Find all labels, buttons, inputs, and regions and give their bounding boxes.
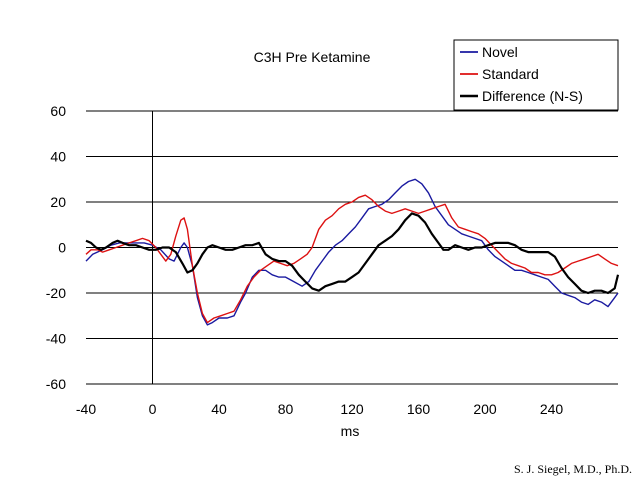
x-tick-label-7: 240	[540, 401, 564, 417]
x-tick-label-4: 120	[340, 401, 364, 417]
x-tick-label-3: 80	[278, 401, 294, 417]
y-tick-label-6: 60	[50, 103, 66, 119]
legend-box	[453, 39, 619, 111]
x-tick-label-1: 0	[149, 401, 157, 417]
credit-text: S. J. Siegel, M.D., Ph.D.	[514, 462, 632, 476]
series-line-2	[85, 212, 620, 295]
y-tick-label-1: -40	[46, 331, 66, 347]
axes	[86, 110, 618, 385]
y-tick-label-5: 40	[50, 149, 66, 165]
legend-label-0: Novel	[482, 44, 518, 60]
x-tick-label-6: 200	[473, 401, 497, 417]
legend-label-2: Difference (N-S)	[482, 88, 583, 104]
tick-labels: -60 -40 -20 0 20 40 60 -40 0 40 80 120 160 200 240	[46, 103, 564, 417]
y-tick-label-3: 0	[58, 240, 66, 256]
x-tick-label-2: 40	[211, 401, 227, 417]
y-tick-label-2: -20	[46, 285, 66, 301]
chart-title: C3H Pre Ketamine	[254, 49, 371, 65]
x-tick-label-0: -40	[76, 401, 96, 417]
series-line-0	[85, 178, 619, 326]
y-tick-label-0: -60	[46, 376, 66, 392]
grid-lines	[86, 110, 618, 385]
legend-label-1: Standard	[482, 66, 539, 82]
x-axis-label: ms	[341, 423, 360, 439]
y-tick-label-4: 20	[50, 194, 66, 210]
x-tick-label-5: 160	[407, 401, 431, 417]
series-line-1	[85, 194, 619, 324]
legend: Novel Standard Difference (N-S)	[453, 39, 619, 111]
series-lines	[85, 178, 620, 326]
